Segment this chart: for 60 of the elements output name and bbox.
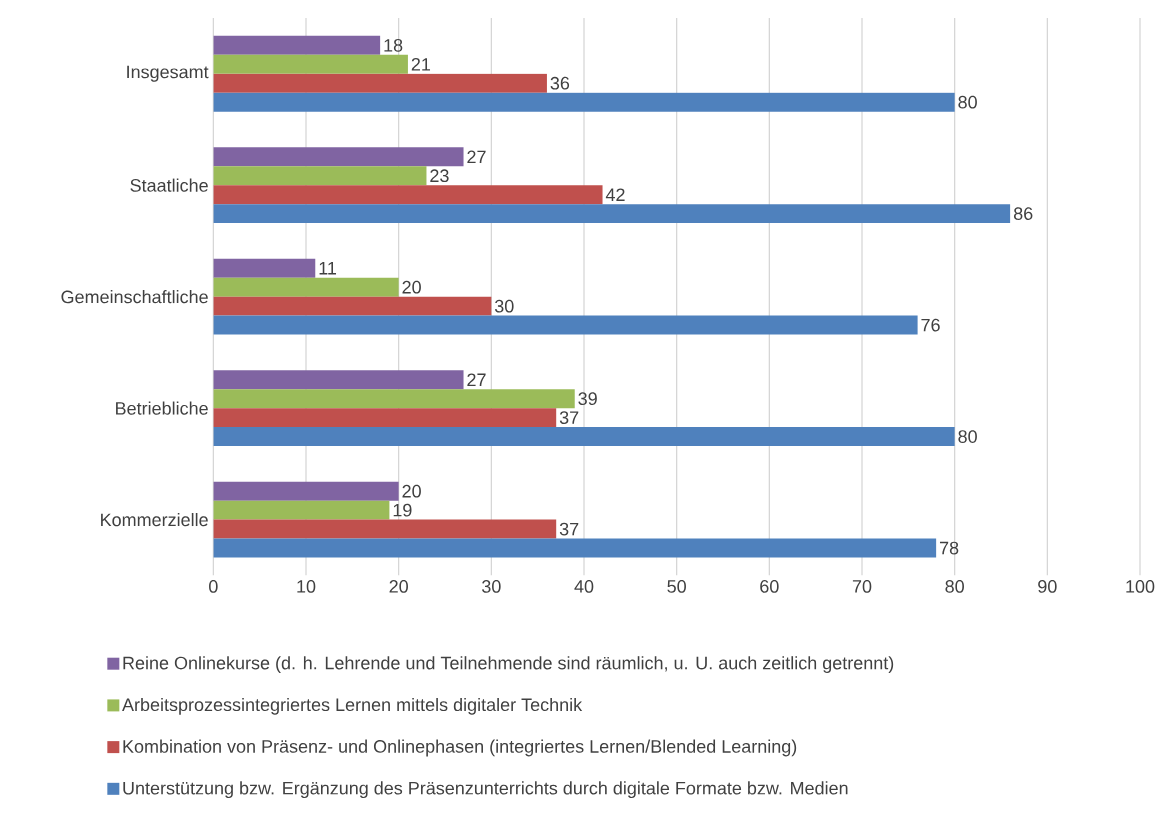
- data-label: 11: [319, 262, 337, 275]
- bar: [213, 315, 918, 335]
- x-tick-label: 10: [297, 580, 316, 593]
- y-tick-label: Betriebliche: [116, 401, 208, 415]
- x-tick-label: 80: [945, 580, 964, 593]
- bar: [213, 370, 464, 390]
- x-tick-label: 60: [760, 580, 779, 593]
- bar: [213, 204, 1011, 224]
- data-label: 18: [384, 38, 403, 52]
- data-label: 80: [958, 95, 977, 109]
- y-tick-label: Staatliche: [130, 178, 208, 192]
- bar: [213, 35, 381, 55]
- data-label: 36: [550, 76, 570, 90]
- x-tick-label: 90: [1038, 580, 1057, 593]
- x-tick-label: 70: [852, 580, 872, 593]
- x-tick-label: 50: [667, 580, 686, 593]
- x-tick-label: 30: [482, 580, 501, 593]
- data-label: 37: [559, 522, 579, 536]
- bar: [213, 277, 399, 297]
- data-label: 23: [430, 169, 449, 183]
- data-label: 37: [559, 411, 579, 424]
- data-label: 76: [921, 318, 940, 332]
- bar: [213, 185, 603, 205]
- data-label: 80: [958, 430, 977, 443]
- data-label: 27: [467, 373, 486, 386]
- legend-label: Reine Onlinekurse (d. h. Lehrende und Teilnehmende sind räumlich, u. U. auch zeitlich getrennt): [123, 656, 894, 673]
- data-label: 86: [1013, 207, 1033, 220]
- data-label: 42: [605, 188, 625, 201]
- legend-label: Unterstützung bzw. Ergänzung des Präsenzunterrichts durch digitale Formate bzw. Medien: [123, 781, 848, 799]
- data-label: 21: [411, 57, 431, 71]
- data-label: 30: [494, 299, 514, 313]
- bar: [213, 389, 575, 409]
- x-tick-label: 20: [389, 580, 408, 593]
- data-label: 19: [393, 503, 412, 517]
- y-tick-label: Insgesamt: [127, 65, 209, 82]
- data-label: 20: [402, 280, 421, 294]
- data-label: 39: [578, 392, 597, 406]
- bar: [213, 166, 427, 186]
- legend-label: Arbeitsprozessintegriertes Lernen mittels digitaler Technik: [122, 697, 583, 715]
- x-tick-label: 40: [574, 580, 594, 593]
- data-label: 27: [467, 150, 486, 164]
- y-tick-label: Gemeinschaftliche: [61, 290, 208, 304]
- bar: [213, 538, 937, 558]
- data-label: 20: [402, 484, 421, 498]
- x-tick-label: 0: [209, 580, 218, 593]
- bar: [213, 427, 955, 447]
- bar: [213, 258, 316, 278]
- bar: [213, 54, 408, 74]
- bar: [213, 481, 399, 501]
- bar: [213, 73, 547, 93]
- x-tick-label: 100: [1126, 580, 1155, 593]
- legend-label: Kombination von Präsenz- und Onlinephasen (integriertes Lernen/Blended Learning): [123, 739, 797, 757]
- y-tick-label: Kommerzielle: [101, 512, 208, 527]
- bar: [213, 296, 492, 316]
- bar: [213, 500, 390, 520]
- data-label: 78: [939, 541, 959, 555]
- bar: [213, 519, 557, 539]
- bar: [213, 408, 557, 428]
- bar: [213, 147, 464, 167]
- bar: [213, 92, 955, 112]
